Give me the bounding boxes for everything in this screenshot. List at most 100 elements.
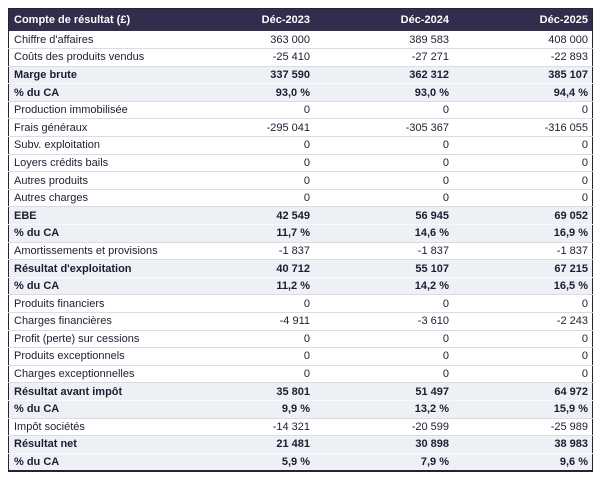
cell-value: 0 bbox=[314, 100, 453, 119]
row-label: Profit (perte) sur cessions bbox=[8, 329, 175, 348]
row-label: Charges exceptionnelles bbox=[8, 364, 175, 383]
row-label: Charges financières bbox=[8, 312, 175, 331]
row-label: Loyers crédits bails bbox=[8, 153, 175, 172]
cell-value: 0 bbox=[314, 136, 453, 155]
table-header: Compte de résultat (£) Déc-2023 Déc-2024… bbox=[8, 8, 593, 31]
cell-value: -4 911 bbox=[175, 312, 314, 331]
row-label: Coûts des produits vendus bbox=[8, 48, 175, 67]
cell-value: 0 bbox=[175, 153, 314, 172]
cell-value: 0 bbox=[453, 294, 593, 313]
row-label: Produits exceptionnels bbox=[8, 347, 175, 366]
row-label: Résultat avant impôt bbox=[8, 382, 175, 401]
cell-value: 0 bbox=[453, 364, 593, 383]
cell-value: 0 bbox=[175, 100, 314, 119]
table-row: Produits exceptionnels 0 0 0 bbox=[8, 347, 593, 366]
cell-value: 0 bbox=[314, 294, 453, 313]
cell-value: 0 bbox=[314, 171, 453, 190]
row-label: Chiffre d'affaires bbox=[14, 33, 94, 46]
table-row: Impôt sociétés -14 321 -20 599 -25 989 bbox=[8, 417, 593, 436]
cell-value: 38 983 bbox=[453, 435, 593, 454]
cell-value: 389 583 bbox=[409, 33, 449, 46]
cell-value: -1 837 bbox=[175, 241, 314, 260]
cell-value: 51 497 bbox=[314, 382, 453, 401]
cell-value: 385 107 bbox=[453, 65, 593, 84]
cell-value: -1 837 bbox=[453, 241, 593, 260]
cell-value: 0 bbox=[175, 171, 314, 190]
row-label: Subv. exploitation bbox=[8, 136, 175, 155]
cell-value: 15,9 % bbox=[453, 399, 593, 419]
cell-value: 93,0 % bbox=[175, 83, 314, 102]
cell-value: 93,0 % bbox=[314, 83, 453, 102]
table-row: Profit (perte) sur cessions 0 0 0 bbox=[8, 329, 593, 348]
cell-value: 0 bbox=[175, 188, 314, 207]
cell-value: 94,4 % bbox=[453, 83, 593, 102]
cell-value: 7,9 % bbox=[314, 452, 453, 471]
table-row: Autres produits 0 0 0 bbox=[8, 171, 593, 190]
table-row: % du CA 11,7 % 14,6 % 16,9 % bbox=[8, 224, 593, 243]
cell-value: 42 549 bbox=[175, 206, 314, 225]
header-col-dec-2024: Déc-2024 bbox=[314, 8, 453, 31]
table-row: Résultat net 21 481 30 898 38 983 bbox=[8, 435, 593, 454]
cell-value: -3 610 bbox=[314, 312, 453, 331]
cell-value: -316 055 bbox=[453, 118, 593, 137]
cell-value: 0 bbox=[453, 171, 593, 190]
table-row: Production immobilisée 0 0 0 bbox=[8, 100, 593, 119]
cell-value: 5,9 % bbox=[175, 452, 314, 471]
row-label: Frais généraux bbox=[8, 118, 175, 137]
cell-value: 337 590 bbox=[175, 65, 314, 84]
cell-value: 0 bbox=[175, 329, 314, 348]
cell-value: -20 599 bbox=[314, 417, 453, 436]
cell-value: -2 243 bbox=[453, 312, 593, 331]
row-label: Marge brute bbox=[8, 65, 175, 84]
cell-value: 35 801 bbox=[175, 382, 314, 401]
row-label: % du CA bbox=[8, 276, 175, 295]
table-row: Résultat avant impôt 35 801 51 497 64 972 bbox=[8, 382, 593, 401]
cell-value: 0 bbox=[175, 364, 314, 383]
row-label: % du CA bbox=[8, 224, 175, 243]
cell-value: 0 bbox=[314, 364, 453, 383]
cell-value: 21 481 bbox=[175, 435, 314, 454]
row-label: Résultat d'exploitation bbox=[8, 259, 175, 278]
cell-value: 69 052 bbox=[453, 206, 593, 225]
table-row: Résultat d'exploitation 40 712 55 107 67 21… bbox=[8, 259, 593, 278]
cell-value: 0 bbox=[453, 153, 593, 172]
table-row: Autres charges 0 0 0 bbox=[8, 188, 593, 207]
cell-value: 0 bbox=[314, 188, 453, 207]
cell-value: 56 945 bbox=[314, 206, 453, 225]
cell-value: 0 bbox=[314, 329, 453, 348]
cell-value: 0 bbox=[453, 188, 593, 207]
cell-value: 55 107 bbox=[314, 259, 453, 278]
table-row: Frais généraux -295 041 -305 367 -316 055 bbox=[8, 118, 593, 137]
row-label: % du CA bbox=[8, 452, 175, 471]
income-statement-table: Compte de résultat (£) Déc-2023 Déc-2024… bbox=[8, 8, 593, 472]
cell-value: 0 bbox=[175, 347, 314, 366]
row-label: Impôt sociétés bbox=[8, 417, 175, 436]
cell-value: 14,6 % bbox=[314, 224, 453, 243]
cell-value: -1 837 bbox=[314, 241, 453, 260]
cell-value: 40 712 bbox=[175, 259, 314, 278]
table-row: Marge brute 337 590 362 312 385 107 bbox=[8, 65, 593, 84]
table-row: Produits financiers 0 0 0 bbox=[8, 294, 593, 313]
table-row: Charges exceptionnelles 0 0 0 bbox=[8, 364, 593, 383]
table-row: Chiffre d'affaires 363 000 389 583 408 000 bbox=[9, 31, 593, 49]
cell-value: -295 041 bbox=[175, 118, 314, 137]
row-label: % du CA bbox=[8, 399, 175, 419]
table-row: Subv. exploitation 0 0 0 bbox=[8, 136, 593, 155]
table-row: Charges financières -4 911 -3 610 -2 243 bbox=[8, 312, 593, 331]
row-label: Autres charges bbox=[8, 188, 175, 207]
cell-value: 408 000 bbox=[548, 33, 588, 46]
header-title: Compte de résultat (£) bbox=[8, 8, 175, 31]
cell-value: 0 bbox=[453, 347, 593, 366]
table-row: % du CA 11,2 % 14,2 % 16,5 % bbox=[8, 276, 593, 295]
row-label: Autres produits bbox=[8, 171, 175, 190]
cell-value: -25 410 bbox=[175, 48, 314, 67]
table-row: % du CA 5,9 % 7,9 % 9,6 % bbox=[8, 452, 593, 471]
table-row: Amortissements et provisions -1 837 -1 837… bbox=[8, 241, 593, 260]
table-row: % du CA 93,0 % 93,0 % 94,4 % bbox=[8, 83, 593, 102]
row-label: Production immobilisée bbox=[8, 100, 175, 119]
cell-value: 9,6 % bbox=[453, 452, 593, 471]
cell-value: 363 000 bbox=[270, 33, 310, 46]
cell-value: 16,5 % bbox=[453, 276, 593, 295]
cell-value: 0 bbox=[453, 136, 593, 155]
